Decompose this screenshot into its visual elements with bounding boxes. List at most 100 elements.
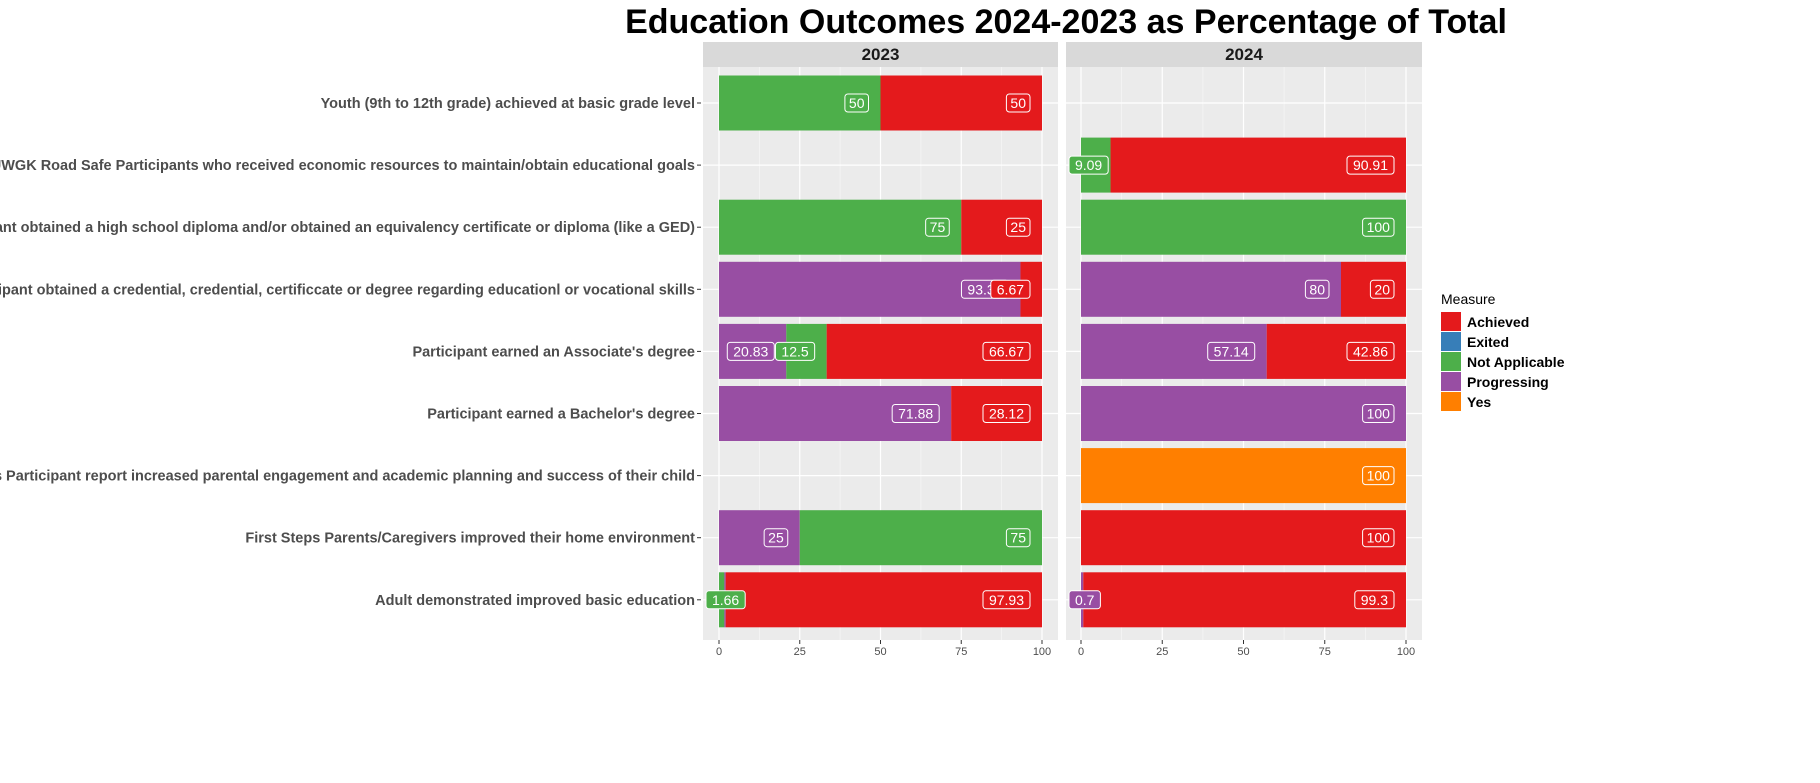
legend-swatch bbox=[1441, 352, 1461, 371]
legend-label: Progressing bbox=[1467, 374, 1549, 390]
data-label: 100 bbox=[1362, 404, 1395, 423]
data-label: 97.93 bbox=[982, 590, 1031, 610]
x-tick-label: 0 bbox=[716, 646, 722, 658]
legend-label: Achieved bbox=[1467, 314, 1529, 330]
bar-segment bbox=[719, 199, 962, 255]
data-label: 28.12 bbox=[982, 404, 1031, 423]
data-label-box bbox=[1362, 528, 1395, 548]
data-label: 80 bbox=[1304, 279, 1330, 299]
data-label-text: 57.14 bbox=[1214, 343, 1249, 359]
data-label: 50 bbox=[1005, 93, 1031, 113]
data-label-text: 97.93 bbox=[989, 592, 1024, 608]
data-label: 57.14 bbox=[1207, 341, 1256, 361]
data-label: 42.86 bbox=[1346, 341, 1395, 361]
data-label-box bbox=[1362, 217, 1395, 237]
legend-swatch bbox=[1441, 312, 1461, 331]
legend-swatch bbox=[1441, 372, 1461, 391]
data-label-text: 80 bbox=[1309, 281, 1325, 297]
x-tick-label: 100 bbox=[1397, 646, 1415, 658]
data-label-text: 90.91 bbox=[1353, 157, 1388, 173]
data-label: 1.66 bbox=[705, 590, 746, 610]
chart-title: Education Outcomes 2024-2023 as Percenta… bbox=[625, 3, 1507, 41]
data-label: 75 bbox=[925, 217, 950, 237]
data-label-text: 20 bbox=[1374, 281, 1390, 297]
category-axis: Youth (9th to 12th grade) achieved at ba… bbox=[0, 96, 701, 609]
data-label-text: 50 bbox=[1010, 95, 1026, 111]
data-label: 6.67 bbox=[990, 279, 1031, 299]
x-tick-label: 75 bbox=[955, 646, 967, 658]
category-label: First Steps Parents/Caregivers improved … bbox=[245, 531, 695, 547]
data-label: 75 bbox=[1005, 528, 1031, 548]
data-label-text: 6.67 bbox=[997, 281, 1024, 297]
category-label: Adult demonstrated improved basic educat… bbox=[375, 593, 695, 609]
legend-item: Progressing bbox=[1441, 372, 1549, 391]
x-tick-label: 0 bbox=[1078, 646, 1084, 658]
data-label-box bbox=[1346, 341, 1395, 361]
legend: Measure Achieved Exited Not Applicable Progr… bbox=[1441, 291, 1565, 411]
panel-2024: 2024 0 25 50 75 100 9.09 90.91 100 80 20 57.14 42.86… bbox=[1066, 42, 1422, 658]
bar-segment bbox=[799, 510, 1042, 566]
legend-label: Yes bbox=[1467, 394, 1491, 410]
bar-segment bbox=[1081, 510, 1406, 566]
legend-label: Not Applicable bbox=[1467, 354, 1565, 370]
data-label: 25 bbox=[1005, 217, 1031, 237]
category-label: Participant earned a Bachelor's degree bbox=[427, 407, 695, 423]
data-label: 100 bbox=[1362, 217, 1395, 237]
x-tick-label: 25 bbox=[794, 646, 806, 658]
legend-swatch bbox=[1441, 392, 1461, 411]
category-label: UWGK Road Safe Participants who received… bbox=[0, 158, 695, 174]
x-tick-label: 75 bbox=[1319, 646, 1331, 658]
data-label-box bbox=[763, 528, 789, 548]
data-label: 25 bbox=[763, 528, 789, 548]
facet-strip bbox=[1066, 42, 1422, 67]
legend-item: Not Applicable bbox=[1441, 352, 1565, 371]
data-label-text: 100 bbox=[1367, 468, 1391, 484]
data-label-box bbox=[1362, 404, 1395, 423]
bar-segment bbox=[1083, 572, 1406, 628]
legend-title: Measure bbox=[1441, 291, 1496, 307]
data-label-box bbox=[1068, 155, 1109, 175]
data-label: 66.67 bbox=[982, 341, 1031, 361]
data-label-box bbox=[990, 279, 1031, 299]
data-label-box bbox=[1304, 279, 1330, 299]
data-label-box bbox=[1005, 93, 1031, 113]
data-label-text: 75 bbox=[1010, 530, 1026, 546]
category-label: Participant earned an Associate's degree bbox=[412, 344, 695, 360]
data-label-text: 25 bbox=[768, 530, 784, 546]
data-label-box bbox=[891, 404, 940, 423]
bar-segment bbox=[1081, 448, 1406, 504]
data-label: 50 bbox=[844, 93, 870, 113]
data-label-box bbox=[982, 341, 1031, 361]
data-label-box bbox=[1354, 590, 1395, 610]
data-label-box bbox=[1207, 341, 1256, 361]
data-label-box bbox=[982, 404, 1031, 423]
data-label: 20 bbox=[1369, 279, 1395, 299]
data-label-box bbox=[1068, 590, 1101, 610]
facet-strip-label: 2023 bbox=[862, 45, 900, 64]
bar-segment bbox=[1081, 199, 1406, 255]
data-label-text: 66.67 bbox=[989, 343, 1024, 359]
legend-item: Exited bbox=[1441, 332, 1509, 351]
bar-segment bbox=[1020, 261, 1042, 317]
bar-segment bbox=[1081, 386, 1406, 441]
data-label-box bbox=[705, 590, 746, 610]
data-label-text: 100 bbox=[1367, 406, 1391, 422]
data-label-text: 12.5 bbox=[781, 343, 808, 359]
category-label: Participant obtained a high school diplo… bbox=[0, 220, 695, 236]
data-label: 9.09 bbox=[1068, 155, 1109, 175]
data-label-box bbox=[1005, 217, 1031, 237]
facet-strip-label: 2024 bbox=[1225, 45, 1263, 64]
data-label-box bbox=[1005, 528, 1031, 548]
x-tick-label: 50 bbox=[874, 646, 886, 658]
bar-segment bbox=[1081, 261, 1341, 317]
data-label: 71.88 bbox=[891, 404, 940, 423]
data-label-box bbox=[1346, 155, 1395, 175]
data-label-text: 100 bbox=[1367, 219, 1391, 235]
data-label: 100 bbox=[1362, 466, 1395, 486]
data-label-text: 42.86 bbox=[1353, 343, 1388, 359]
data-label: 12.5 bbox=[774, 341, 816, 361]
data-label-text: 28.12 bbox=[989, 406, 1024, 422]
data-label-text: 99.3 bbox=[1361, 592, 1388, 608]
data-label: 0.7 bbox=[1068, 590, 1101, 610]
